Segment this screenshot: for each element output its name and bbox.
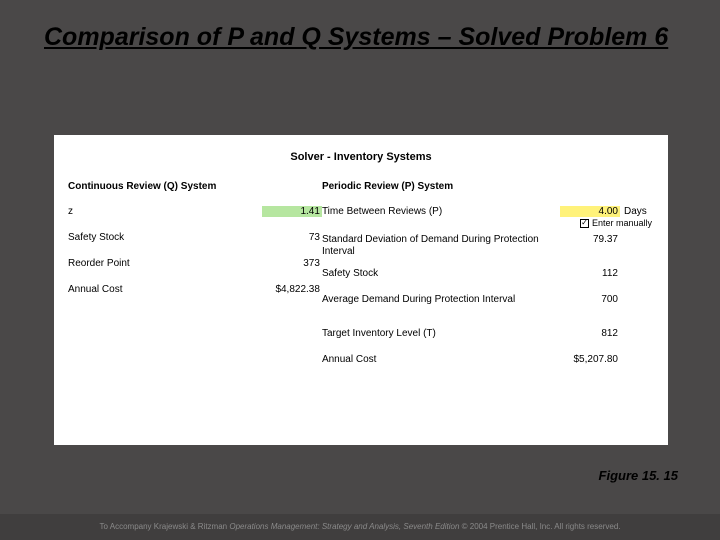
- p-value: 700: [560, 294, 620, 305]
- q-label: z: [68, 206, 262, 218]
- slide-title: Comparison of P and Q Systems – Solved P…: [44, 22, 680, 53]
- q-label: Annual Cost: [68, 284, 262, 296]
- p-row-target: Target Inventory Level (T) 812: [322, 328, 654, 354]
- p-label: Time Between Reviews (P): [322, 206, 560, 218]
- footer: To Accompany Krajewski & Ritzman Operati…: [0, 514, 720, 540]
- p-value: 812: [560, 328, 620, 339]
- q-row-z: z 1.41: [68, 206, 322, 232]
- p-row-avg-demand: Average Demand During Protection Interva…: [322, 294, 654, 328]
- p-label: Annual Cost: [322, 354, 560, 366]
- p-label: Average Demand During Protection Interva…: [322, 294, 560, 306]
- q-label: Reorder Point: [68, 258, 262, 270]
- footer-suffix: © 2004 Prentice Hall, Inc. All rights re…: [459, 522, 620, 531]
- q-row-safety: Safety Stock 73: [68, 232, 322, 258]
- p-value: 4.00: [560, 206, 620, 217]
- p-label: Safety Stock: [322, 268, 560, 280]
- p-system-heading: Periodic Review (P) System: [322, 181, 654, 206]
- q-row-annual: Annual Cost $4,822.38: [68, 284, 322, 310]
- figure-label: Figure 15. 15: [599, 468, 678, 483]
- q-value: 373: [262, 258, 322, 269]
- p-row-annual: Annual Cost $5,207.80: [322, 354, 654, 380]
- p-label: Standard Deviation of Demand During Prot…: [322, 234, 560, 258]
- q-value: 1.41: [262, 206, 322, 217]
- panel-title: Solver - Inventory Systems: [54, 135, 668, 181]
- p-unit: Days: [620, 206, 654, 217]
- q-row-reorder: Reorder Point 373: [68, 258, 322, 284]
- enter-manually-label: Enter manually: [592, 218, 652, 228]
- p-label: Target Inventory Level (T): [322, 328, 560, 340]
- p-value: 79.37: [560, 234, 620, 245]
- q-system-column: Continuous Review (Q) System z 1.41 Safe…: [68, 181, 322, 380]
- q-value: 73: [262, 232, 322, 243]
- p-system-column: Periodic Review (P) System Time Between …: [322, 181, 654, 380]
- p-value: $5,207.80: [560, 354, 620, 365]
- enter-manually-checkbox[interactable]: ✓: [580, 219, 589, 228]
- p-row-safety: Safety Stock 112: [322, 268, 654, 294]
- footer-italic: Operations Management: Strategy and Anal…: [229, 522, 459, 531]
- enter-manually-row: ✓ Enter manually: [322, 218, 654, 228]
- q-label: Safety Stock: [68, 232, 262, 244]
- solver-panel: Solver - Inventory Systems Continuous Re…: [54, 135, 668, 445]
- q-value: $4,822.38: [262, 284, 322, 295]
- p-row-stddev: Standard Deviation of Demand During Prot…: [322, 234, 654, 268]
- q-system-heading: Continuous Review (Q) System: [68, 181, 322, 206]
- footer-prefix: To Accompany Krajewski & Ritzman: [100, 522, 230, 531]
- p-value: 112: [560, 268, 620, 279]
